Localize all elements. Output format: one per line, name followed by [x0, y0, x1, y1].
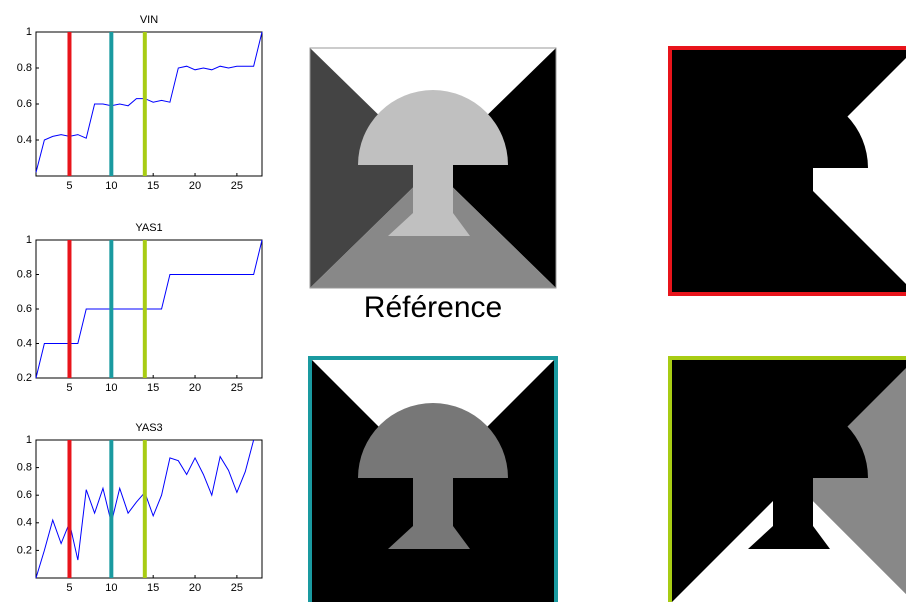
- x-tick-label: 10: [105, 180, 117, 192]
- x-tick-label: 25: [231, 582, 243, 594]
- x-tick-label: 20: [189, 582, 201, 594]
- plot-area: [35, 31, 263, 177]
- x-tick-label: 15: [147, 382, 159, 394]
- y-tick-label: 0.2: [17, 544, 32, 556]
- y-tick-label: 0.4: [17, 517, 32, 529]
- y-tick-label: 0.6: [17, 489, 32, 501]
- x-tick-label: 5: [66, 382, 72, 394]
- green-image: [668, 356, 906, 602]
- teal-image: [308, 356, 558, 602]
- reference-image: [309, 47, 557, 289]
- x-tick-label: 20: [189, 382, 201, 394]
- data-line: [35, 239, 263, 379]
- red-image: [668, 46, 906, 296]
- y-tick-label: 0.6: [17, 98, 32, 110]
- data-line: [35, 31, 263, 173]
- y-tick-label: 0.8: [17, 268, 32, 280]
- x-tick-label: 15: [147, 582, 159, 594]
- y-tick-label: 1: [26, 234, 32, 246]
- chart-title: YAS3: [135, 422, 162, 434]
- reference-label: Référence: [364, 291, 502, 324]
- x-tick-label: 10: [105, 582, 117, 594]
- y-tick-label: 0.8: [17, 462, 32, 474]
- x-tick-label: 20: [189, 180, 201, 192]
- y-tick-label: 0.6: [17, 303, 32, 315]
- y-tick-label: 0.4: [17, 134, 32, 146]
- y-tick-label: 0.8: [17, 62, 32, 74]
- y-tick-label: 0.2: [17, 372, 32, 384]
- y-tick-label: 1: [26, 26, 32, 38]
- x-tick-label: 10: [105, 382, 117, 394]
- x-tick-label: 25: [231, 180, 243, 192]
- x-tick-label: 5: [66, 180, 72, 192]
- chart-title: YAS1: [135, 222, 162, 234]
- y-tick-label: 1: [26, 434, 32, 446]
- x-tick-label: 5: [66, 582, 72, 594]
- chart-title: VIN: [140, 14, 158, 26]
- x-tick-label: 25: [231, 382, 243, 394]
- x-tick-label: 15: [147, 180, 159, 192]
- y-tick-label: 0.4: [17, 337, 32, 349]
